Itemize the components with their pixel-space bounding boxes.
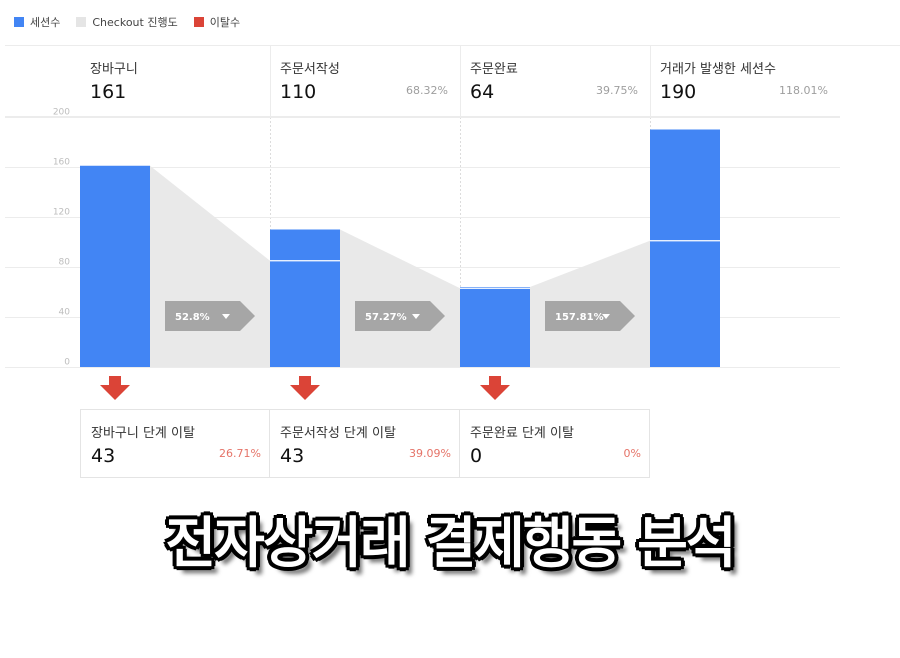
step-name: 장바구니 [90,62,138,77]
chevron-down-icon [222,314,230,319]
dropoff-card-order-complete[interactable]: 주문완료 단계 이탈 0 0% [460,409,650,478]
funnel-bar [80,165,150,367]
progress-connector [340,229,460,367]
progress-connector [150,165,270,367]
dropoff-card-order-form[interactable]: 주문서작성 단계 이탈 43 39.09% [270,409,460,478]
conversion-label: 52.8% [175,312,210,323]
y-tick-label: 0 [64,358,70,368]
conversion-chevron [165,301,255,331]
dropoff-name: 주문서작성 단계 이탈 [280,426,396,441]
conversion-label: 157.81% [555,312,604,323]
dropoff-name: 주문완료 단계 이탈 [470,426,574,441]
step-name: 주문완료 [470,62,518,77]
legend-swatch-drops [193,17,204,27]
dropoff-value: 0 [470,445,483,467]
dropoff-pct: 0% [623,447,641,460]
dropoff-pct: 26.71% [219,447,261,460]
step-pct: 39.75% [596,84,638,97]
step-name: 거래가 발생한 세션수 [660,62,776,77]
legend-item-progress[interactable]: Checkout 진행도 [76,14,178,30]
legend-label-sessions: 세션수 [30,16,61,29]
dropoff-pct: 39.09% [409,447,451,460]
y-tick-label: 160 [53,158,70,168]
dropoff-name: 장바구니 단계 이탈 [91,426,195,441]
step-pct: 118.01% [779,84,828,97]
step-card-cart[interactable]: 장바구니 161 [80,46,270,116]
page-title: 전자상거래 결제행동 분석 [165,511,737,575]
step-card-transactions[interactable]: 거래가 발생한 세션수 190 118.01% [650,46,840,116]
step-card-order-form[interactable]: 주문서작성 110 68.32% [270,46,460,116]
funnel-bar [460,287,530,367]
legend-item-drops[interactable]: 이탈수 [193,14,241,30]
step-name: 주문서작성 [280,62,340,77]
legend: 세션수 Checkout 진행도 이탈수 [14,14,240,30]
y-tick-label: 40 [59,308,71,318]
step-value: 110 [280,81,317,103]
dropoff-card-cart[interactable]: 장바구니 단계 이탈 43 26.71% [80,409,270,478]
chevron-down-icon [602,314,610,319]
step-card-order-complete[interactable]: 주문완료 64 39.75% [460,46,650,116]
step-value: 190 [660,81,697,103]
dropoff-arrow-icon [100,376,130,400]
dropoff-value: 43 [280,445,305,467]
legend-label-drops: 이탈수 [209,16,241,29]
legend-label-progress: Checkout 진행도 [92,16,178,29]
conversion-label: 57.27% [365,312,407,323]
legend-item-sessions[interactable]: 세션수 [14,14,60,30]
dropoff-arrow-icon [290,376,320,400]
step-value: 161 [90,81,127,103]
funnel-bar [650,129,720,367]
conversion-chevron [545,301,635,331]
legend-swatch-progress [76,17,87,27]
funnel-bar [270,229,340,367]
conversion-chevron [355,301,445,331]
y-tick-label: 200 [53,108,70,118]
y-tick-label: 120 [53,208,70,218]
chevron-down-icon [412,314,420,319]
step-value: 64 [470,81,495,103]
step-pct: 68.32% [406,84,448,97]
dropoff-value: 43 [91,445,116,467]
legend-swatch-sessions [14,17,24,27]
y-tick-label: 80 [59,258,71,268]
dropoff-arrow-icon [480,376,510,400]
